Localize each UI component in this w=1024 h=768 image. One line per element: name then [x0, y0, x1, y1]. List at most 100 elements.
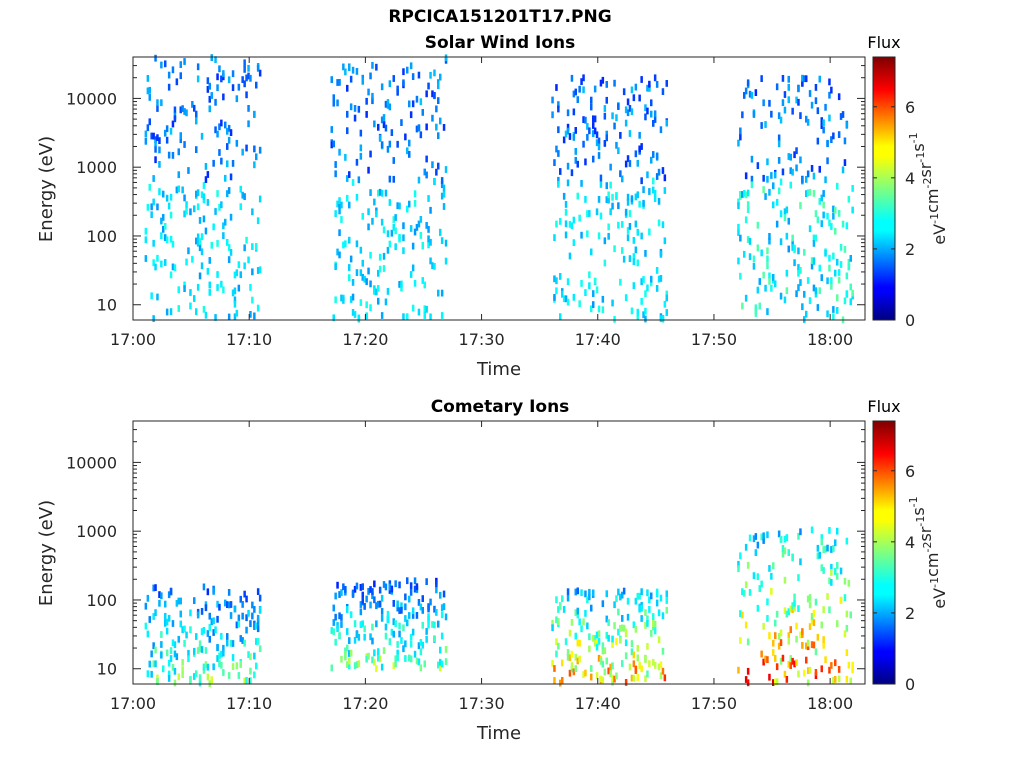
heatmap-cell	[346, 127, 349, 135]
heatmap-cell	[816, 137, 820, 145]
heatmap-cell	[806, 170, 810, 178]
heatmap-cell	[837, 210, 841, 217]
heatmap-cell	[578, 85, 581, 93]
heatmap-cell	[334, 210, 337, 217]
heatmap-cell	[851, 185, 854, 192]
heatmap-cell	[775, 610, 779, 618]
heatmap-cell	[380, 83, 384, 91]
heatmap-cell	[653, 620, 657, 628]
heatmap-cell	[177, 171, 180, 179]
heatmap-cell	[175, 653, 179, 661]
heatmap-cell	[442, 190, 446, 198]
heatmap-cell	[801, 74, 804, 82]
heatmap-cell	[793, 599, 796, 607]
heatmap-cell	[444, 646, 448, 653]
heatmap-cell	[644, 307, 647, 315]
heatmap-cell	[826, 140, 829, 148]
heatmap-cell	[744, 191, 748, 199]
heatmap-cell	[634, 83, 638, 91]
heatmap-cell	[590, 665, 593, 672]
heatmap-cell	[574, 665, 577, 672]
heatmap-cell	[795, 659, 798, 667]
heatmap-cell	[375, 665, 378, 672]
heatmap-cell	[156, 254, 159, 262]
y-axis-label: Energy (eV)	[36, 136, 57, 242]
heatmap-cell	[431, 90, 434, 98]
heatmap-cell	[789, 662, 792, 669]
heatmap-cell	[822, 211, 825, 219]
heatmap-cell	[566, 123, 570, 131]
heatmap-cell	[756, 286, 760, 294]
heatmap-cell	[247, 651, 250, 658]
heatmap-cell	[572, 668, 576, 676]
heatmap-cell	[797, 670, 800, 678]
heatmap-cell	[626, 109, 630, 117]
heatmap-cell	[783, 547, 787, 555]
heatmap-cell	[427, 195, 430, 202]
heatmap-cell	[787, 217, 790, 225]
heatmap-cell	[222, 644, 225, 652]
heatmap-cell	[371, 97, 374, 105]
heatmap-cell	[195, 237, 198, 245]
heatmap-cell	[363, 633, 366, 641]
heatmap-cell	[839, 261, 843, 268]
heatmap-cell	[251, 243, 254, 250]
plot-frame	[132, 56, 866, 321]
heatmap-cell	[849, 283, 852, 291]
heatmap-cell	[799, 528, 802, 536]
heatmap-cell	[661, 647, 665, 655]
heatmap-cell	[425, 578, 428, 585]
heatmap-cell	[837, 269, 841, 276]
heatmap-cell	[433, 621, 436, 629]
heatmap-cell	[756, 573, 760, 581]
heatmap-cell	[828, 91, 831, 99]
heatmap-cell	[417, 308, 421, 316]
heatmap-cell	[777, 140, 781, 148]
heatmap-cell	[340, 201, 343, 209]
heatmap-cell	[359, 601, 363, 608]
heatmap-cell	[593, 115, 597, 123]
heatmap-cell	[839, 243, 843, 251]
heatmap-cell	[597, 630, 601, 638]
heatmap-cell	[739, 552, 742, 560]
heatmap-cell	[227, 601, 231, 609]
heatmap-cell	[775, 678, 779, 686]
heatmap-cell	[165, 618, 169, 626]
heatmap-cell	[648, 596, 651, 604]
heatmap-cell	[164, 612, 167, 620]
heatmap-cell	[256, 638, 260, 645]
heatmap-cell	[171, 152, 175, 159]
y-axis-label: Energy (eV)	[36, 500, 57, 606]
heatmap-cell	[330, 126, 333, 133]
heatmap-cell	[772, 679, 775, 686]
heatmap-cell	[193, 673, 196, 680]
heatmap-cell	[789, 605, 792, 613]
heatmap-cell	[373, 596, 376, 604]
heatmap-cell	[822, 190, 825, 197]
heatmap-cell	[444, 658, 448, 665]
heatmap-cell	[392, 223, 395, 231]
heatmap-cell	[392, 216, 395, 223]
heatmap-cell	[762, 532, 765, 540]
heatmap-cell	[433, 92, 436, 99]
heatmap-cell	[220, 632, 223, 640]
heatmap-cell	[634, 246, 638, 254]
heatmap-cell	[150, 650, 153, 658]
heatmap-cell	[196, 283, 200, 291]
heatmap-cell	[551, 619, 554, 627]
heatmap-cell	[601, 295, 605, 303]
heatmap-cell	[398, 234, 401, 241]
heatmap-cell	[216, 615, 219, 623]
heatmap-cell	[177, 148, 180, 156]
heatmap-cell	[847, 258, 851, 266]
heatmap-cell	[593, 277, 597, 285]
heatmap-cell	[152, 132, 155, 140]
heatmap-cell	[144, 255, 148, 262]
heatmap-cell	[611, 193, 614, 201]
colorbar-units: eV-1cm-2sr-1s-1	[907, 132, 949, 244]
heatmap-cell	[564, 130, 568, 138]
heatmap-cell	[772, 562, 775, 570]
heatmap-cell	[774, 678, 777, 686]
heatmap-cell	[797, 605, 800, 612]
heatmap-cell	[404, 593, 407, 601]
